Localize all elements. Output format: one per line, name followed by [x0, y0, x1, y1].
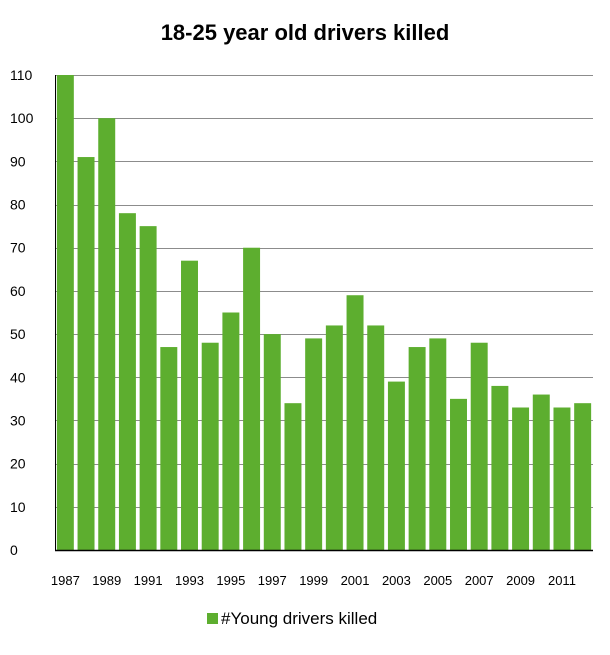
bar — [222, 312, 240, 550]
x-tick-label: 1997 — [258, 573, 287, 588]
y-tick-label: 10 — [10, 499, 26, 515]
legend-swatch — [207, 613, 218, 624]
bar — [491, 385, 509, 550]
bar — [553, 407, 571, 550]
x-tick-label: 1987 — [51, 573, 80, 588]
bar — [181, 260, 198, 550]
y-axis-tick-labels: 0 10 20 30 40 50 60 70 80 90 100 110 — [10, 67, 34, 558]
axes — [55, 75, 593, 552]
legend-label: #Young drivers killed — [221, 609, 377, 628]
y-tick-label: 110 — [10, 67, 33, 83]
bar — [284, 403, 302, 550]
y-tick-label: 80 — [10, 197, 26, 213]
bar — [574, 403, 592, 550]
bar — [201, 342, 219, 550]
bar — [346, 295, 364, 550]
bar — [77, 157, 95, 550]
bar — [367, 325, 385, 550]
x-tick-label: 1989 — [92, 573, 121, 588]
y-tick-label: 70 — [10, 240, 26, 256]
bar — [56, 75, 74, 550]
x-tick-label: 1991 — [134, 573, 163, 588]
bar — [532, 394, 550, 550]
bar — [139, 226, 157, 551]
bar — [470, 342, 488, 550]
bar — [325, 325, 343, 550]
x-tick-label: 1995 — [216, 573, 245, 588]
y-tick-label: 30 — [10, 412, 26, 428]
bar — [118, 213, 136, 550]
bars — [56, 75, 592, 551]
chart-title: 18-25 year old drivers killed — [160, 20, 450, 45]
bar — [429, 338, 447, 550]
x-tick-label: 2007 — [465, 573, 494, 588]
x-tick-label: 2009 — [506, 573, 535, 588]
legend: #Young drivers killed — [207, 609, 377, 628]
y-tick-label: 40 — [10, 369, 26, 385]
x-tick-label: 2001 — [341, 573, 370, 588]
y-tick-label: 20 — [10, 456, 26, 472]
bar — [387, 381, 405, 550]
bar — [450, 398, 467, 550]
bar — [512, 407, 530, 550]
y-tick-label: 100 — [10, 110, 34, 126]
bar — [305, 338, 323, 550]
x-tick-label: 1999 — [299, 573, 328, 588]
x-axis-tick-labels: 1987 1989 1991 1993 1995 1997 1999 2001 2003 2005… — [51, 573, 576, 588]
y-tick-label: 60 — [10, 283, 26, 299]
x-tick-label: 2003 — [382, 573, 411, 588]
y-tick-label: 90 — [10, 153, 26, 169]
bar — [160, 347, 178, 550]
bar — [408, 347, 426, 550]
y-tick-label: 50 — [10, 326, 26, 342]
y-tick-label: 0 — [10, 542, 18, 558]
bar — [263, 334, 281, 550]
x-tick-label: 2011 — [548, 573, 576, 588]
bar — [243, 247, 261, 550]
x-tick-label: 1993 — [175, 573, 204, 588]
bar — [98, 118, 116, 550]
x-tick-label: 2005 — [423, 573, 452, 588]
